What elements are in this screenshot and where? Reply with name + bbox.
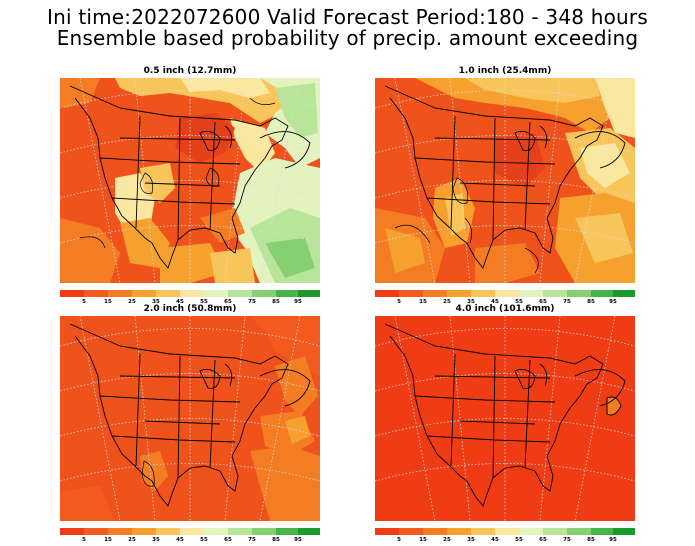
colorbar-swatch [156, 290, 180, 297]
colorbar-swatch [252, 528, 276, 535]
header-line-1: Ini time:2022072600 Valid Forecast Perio… [47, 5, 648, 29]
colorbar: 5 15 25 35 45 55 65 75 85 95 [375, 290, 635, 308]
colorbar-swatch [276, 290, 298, 297]
colorbar-label: 15 [419, 537, 427, 543]
colorbar-swatch [156, 528, 180, 535]
colorbar-swatch [298, 528, 320, 535]
colorbar-swatch [298, 290, 320, 297]
colorbar-label: 75 [563, 299, 571, 305]
colorbar-swatch [60, 528, 84, 535]
colorbar-label: 5 [397, 299, 401, 305]
colorbar-label: 75 [248, 537, 256, 543]
probability-map [60, 78, 320, 283]
probability-map [375, 78, 635, 283]
colorbar-swatch [613, 290, 635, 297]
colorbar-label: 95 [294, 299, 302, 305]
colorbar-label: 85 [272, 537, 280, 543]
colorbar-swatch [132, 290, 156, 297]
colorbar-swatch [252, 290, 276, 297]
colorbar-label: 45 [491, 299, 499, 305]
colorbar-label: 65 [224, 299, 232, 305]
colorbar-swatch [132, 528, 156, 535]
colorbar-label: 25 [128, 299, 136, 305]
colorbar-label: 55 [200, 299, 208, 305]
colorbar-label: 35 [467, 299, 475, 305]
colorbar-label: 5 [397, 537, 401, 543]
colorbar-label: 25 [128, 537, 136, 543]
colorbar-swatch [423, 290, 447, 297]
colorbar-label: 65 [539, 537, 547, 543]
colorbar-label: 75 [248, 299, 256, 305]
colorbar-swatch [447, 528, 471, 535]
colorbar-label: 45 [176, 299, 184, 305]
colorbar-swatch [204, 290, 228, 297]
colorbar-swatch [495, 290, 519, 297]
colorbar-label: 35 [152, 537, 160, 543]
colorbar-swatch [204, 528, 228, 535]
colorbar-label: 65 [224, 537, 232, 543]
colorbar-label: 25 [443, 537, 451, 543]
colorbar-label: 45 [491, 537, 499, 543]
colorbar-swatch [495, 528, 519, 535]
colorbar-swatch [519, 528, 543, 535]
colorbar-label: 65 [539, 299, 547, 305]
colorbar-label: 75 [563, 537, 571, 543]
colorbar: 5 15 25 35 45 55 65 75 85 95 [375, 528, 635, 546]
colorbar-swatch [276, 528, 298, 535]
colorbar-swatch [375, 290, 399, 297]
colorbar-label: 55 [515, 299, 523, 305]
colorbar-swatch [543, 528, 567, 535]
colorbar-label: 85 [587, 537, 595, 543]
colorbar-swatch [567, 528, 591, 535]
probability-map [60, 316, 320, 521]
panel-title: 2.0 inch (50.8mm) [143, 304, 237, 314]
colorbar-label: 5 [82, 299, 86, 305]
colorbar-label: 95 [609, 299, 617, 305]
colorbar-label: 55 [200, 537, 208, 543]
probability-map [375, 316, 635, 521]
colorbar-swatch [60, 290, 84, 297]
colorbar-swatch [567, 290, 591, 297]
colorbar: 5 15 25 35 45 55 65 75 85 95 [60, 290, 320, 308]
colorbar-label: 35 [152, 299, 160, 305]
colorbar-label: 45 [176, 537, 184, 543]
colorbar-label: 15 [104, 537, 112, 543]
colorbar-swatch [447, 290, 471, 297]
colorbar-swatch [84, 528, 108, 535]
colorbar-label: 35 [467, 537, 475, 543]
colorbar-swatch [84, 290, 108, 297]
colorbar-swatch [375, 528, 399, 535]
colorbar-label: 85 [587, 299, 595, 305]
colorbar-label: 95 [294, 537, 302, 543]
panel-title: 4.0 inch (101.6mm) [455, 304, 555, 314]
colorbar-label: 15 [419, 299, 427, 305]
colorbar-swatch [108, 528, 132, 535]
colorbar-label: 25 [443, 299, 451, 305]
panel-title: 1.0 inch (25.4mm) [458, 66, 552, 76]
colorbar-swatch [180, 290, 204, 297]
colorbar-label: 85 [272, 299, 280, 305]
colorbar-label: 5 [82, 537, 86, 543]
colorbar-swatch [591, 528, 613, 535]
colorbar-swatch [591, 290, 613, 297]
colorbar-swatch [399, 528, 423, 535]
colorbar-label: 55 [515, 537, 523, 543]
colorbar-swatch [399, 290, 423, 297]
panel-title: 0.5 inch (12.7mm) [143, 66, 237, 76]
colorbar: 5 15 25 35 45 55 65 75 85 95 [60, 528, 320, 546]
header-line-2: Ensemble based probability of precip. am… [56, 26, 639, 50]
colorbar-swatch [108, 290, 132, 297]
colorbar-swatch [543, 290, 567, 297]
colorbar-label: 15 [104, 299, 112, 305]
colorbar-swatch [228, 528, 252, 535]
colorbar-swatch [228, 290, 252, 297]
colorbar-label: 95 [609, 537, 617, 543]
colorbar-swatch [471, 528, 495, 535]
colorbar-swatch [519, 290, 543, 297]
colorbar-swatch [180, 528, 204, 535]
colorbar-swatch [471, 290, 495, 297]
colorbar-swatch [613, 528, 635, 535]
colorbar-swatch [423, 528, 447, 535]
